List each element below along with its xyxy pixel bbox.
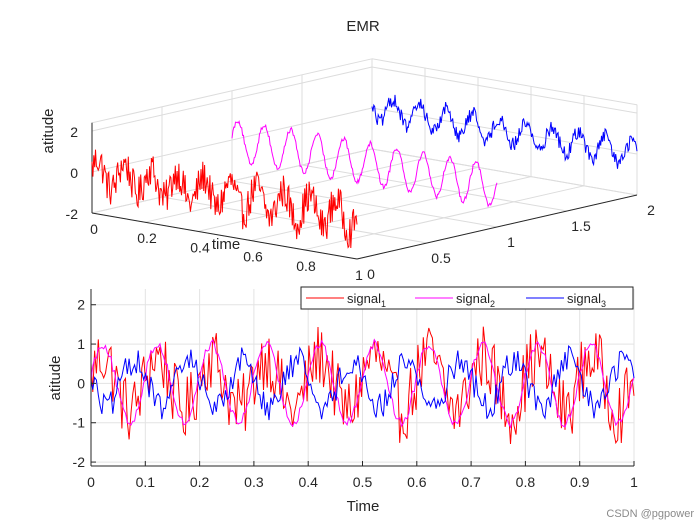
top-z-tick-label: 2	[70, 124, 78, 140]
legend-box	[300, 286, 634, 310]
top-x-tick-label: 0.8	[296, 258, 316, 274]
bottom-x-tick-label: 0.5	[353, 474, 373, 490]
top-y-tick-label: 0	[367, 266, 375, 282]
bottom-x-tick-label: 0.9	[570, 474, 590, 490]
top-x-tick-label: 1	[355, 267, 363, 283]
grid-line	[371, 148, 638, 196]
top-series-signal2	[231, 120, 498, 208]
bottom-x-tick-label: 0.3	[244, 474, 264, 490]
grid-line	[301, 164, 568, 212]
grid-line	[91, 58, 373, 124]
bottom-x-tick-label: 0.4	[298, 474, 318, 490]
top-z-tick-label: -2	[66, 206, 79, 222]
top-x-tick-label: 0.4	[190, 239, 210, 255]
grid-line	[91, 107, 373, 173]
legend-entry-signal2[interactable]: signal2	[415, 291, 495, 309]
legend[interactable]: signal1 signal2 signal3	[300, 286, 634, 310]
bottom-y-tick-label: -2	[73, 454, 86, 470]
bottom-y-axis-label: atitude	[47, 355, 64, 400]
grid-line	[371, 58, 638, 106]
grid-line	[161, 196, 428, 244]
bottom-x-axis-label: Time	[347, 498, 380, 515]
top-y-tick-label: 1.5	[571, 218, 591, 234]
bottom-x-tick-label: 0.8	[516, 474, 536, 490]
bottom-x-tick-label: 1	[630, 474, 638, 490]
top-axes	[91, 122, 638, 260]
bottom-2d-plot: 0 0.1 0.2 0.3 0.4 0.5 0.6 0.7 0.8 0.9 1 -2 -1 0 1 2 Tim…	[47, 286, 639, 515]
top-3d-plot: 00.20.40.60.81 00.511.52-202 EMR time ati…	[40, 18, 655, 283]
top-z-tick-label: 0	[70, 165, 78, 181]
top-x-tick-label: 0	[90, 221, 98, 237]
top-x-axis-label: time	[212, 236, 240, 253]
top-y-tick-label: 2	[647, 202, 655, 218]
top-x-tick-label: 0.2	[137, 230, 157, 246]
bottom-series	[90, 326, 635, 445]
bottom-y-tick-label: 1	[77, 336, 85, 352]
bottom-y-tick-label: 2	[77, 297, 85, 313]
legend-entry-signal1[interactable]: signal1	[306, 291, 386, 309]
bottom-x-tick-label: 0.1	[136, 474, 156, 490]
watermark: CSDN @pgpower	[606, 508, 694, 520]
legend-label-signal3: signal3	[567, 291, 606, 309]
grid-line	[231, 180, 498, 228]
grid-line	[371, 66, 638, 114]
top-x-axis	[91, 212, 358, 260]
top-series	[91, 94, 638, 249]
top-z-axis-label: atitude	[40, 108, 57, 153]
top-series-signal3	[371, 94, 638, 169]
grid-line	[371, 107, 638, 155]
bottom-y-tick-label: -1	[73, 415, 86, 431]
top-tick-labels: 00.20.40.60.81 00.511.52-202	[66, 124, 656, 283]
bottom-tick-labels: 0 0.1 0.2 0.3 0.4 0.5 0.6 0.7 0.8 0.9 1 -2 -1 0 1 2	[73, 297, 639, 490]
top-y-tick-label: 1	[507, 234, 515, 250]
bottom-series-signal3	[90, 345, 635, 421]
bottom-x-tick-label: 0	[87, 474, 95, 490]
grid-line	[91, 66, 373, 132]
bottom-x-tick-label: 0.7	[461, 474, 481, 490]
legend-entry-signal3[interactable]: signal3	[526, 291, 606, 309]
bottom-x-tick-label: 0.6	[407, 474, 427, 490]
legend-label-signal2: signal2	[456, 291, 495, 309]
bottom-axes	[90, 289, 635, 467]
top-x-tick-label: 0.6	[243, 249, 263, 265]
bottom-x-tick-label: 0.2	[190, 474, 210, 490]
bottom-y-tick-label: 0	[77, 375, 85, 391]
top-y-axis	[356, 194, 638, 260]
chart-title: EMR	[346, 18, 380, 35]
top-y-tick-label: 0.5	[431, 250, 451, 266]
legend-label-signal1: signal1	[347, 291, 386, 309]
top-series-signal1	[91, 149, 358, 249]
